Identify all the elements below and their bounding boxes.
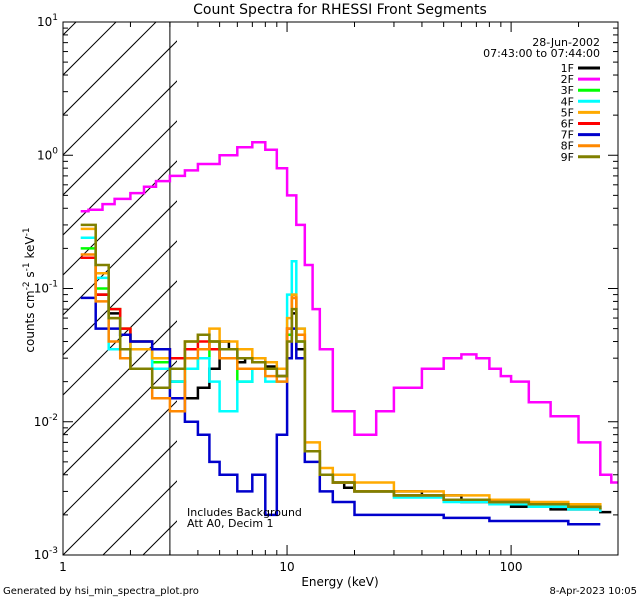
series-layer xyxy=(80,141,618,526)
y-label-mid: s xyxy=(23,271,37,281)
legend-label-2F: 2F xyxy=(561,73,574,86)
axis-ticks: 1 10 100 10-3 10-2 10-1 100 101 xyxy=(34,13,619,574)
legend-label-4F: 4F xyxy=(561,95,574,108)
legend-date: 28-Jun-2002 xyxy=(532,36,600,49)
y-axis-label: counts cm-2 s-1 keV-1 xyxy=(22,227,37,352)
footer-date: 8-Apr-2023 10:05 xyxy=(550,586,637,597)
x-tick-label: 100 xyxy=(500,560,523,574)
footer-generated-by: Generated by hsi_min_spectra_plot.pro xyxy=(3,586,199,597)
y-tick-label: 101 xyxy=(37,13,58,29)
series-2F xyxy=(80,141,618,484)
y-label-exp3: -1 xyxy=(22,227,32,236)
series-9F xyxy=(80,223,602,510)
legend-label-9F: 9F xyxy=(561,151,574,164)
legend-label-5F: 5F xyxy=(561,106,574,119)
note-attenuator: Att A0, Decim 1 xyxy=(187,517,274,530)
hatch-line xyxy=(63,22,117,76)
hatch-line xyxy=(63,360,177,476)
x-tick-label: 1 xyxy=(59,560,67,574)
y-label-base: counts cm xyxy=(23,290,37,352)
legend-label-3F: 3F xyxy=(561,84,574,97)
y-label-exp2: -1 xyxy=(22,262,32,271)
legend-label-1F: 1F xyxy=(561,62,574,75)
x-axis-label: Energy (keV) xyxy=(301,575,378,589)
y-tick-label: 10-2 xyxy=(34,413,58,429)
x-tick-label: 10 xyxy=(279,560,294,574)
hatch-line xyxy=(63,200,177,316)
legend-label-8F: 8F xyxy=(561,140,574,153)
y-tick-label: 10-1 xyxy=(34,280,58,296)
chart-title: Count Spectra for RHESSI Front Segments xyxy=(193,2,487,18)
legend-label-7F: 7F xyxy=(561,129,574,142)
legend-label-6F: 6F xyxy=(561,118,574,131)
hatch-line xyxy=(63,440,177,555)
y-tick-label: 10-3 xyxy=(34,546,58,562)
hatch-line xyxy=(63,40,177,156)
hatch-line xyxy=(63,400,177,516)
y-tick-label: 100 xyxy=(37,146,58,162)
y-label-exp1: -2 xyxy=(22,281,32,290)
note-background: Includes Background xyxy=(187,506,302,519)
y-label-end: keV xyxy=(23,236,37,263)
series-7F xyxy=(80,296,601,526)
hatch-line xyxy=(63,240,177,356)
hatch-line xyxy=(63,22,157,116)
legend-time: 07:43:00 to 07:44:00 xyxy=(483,47,600,60)
